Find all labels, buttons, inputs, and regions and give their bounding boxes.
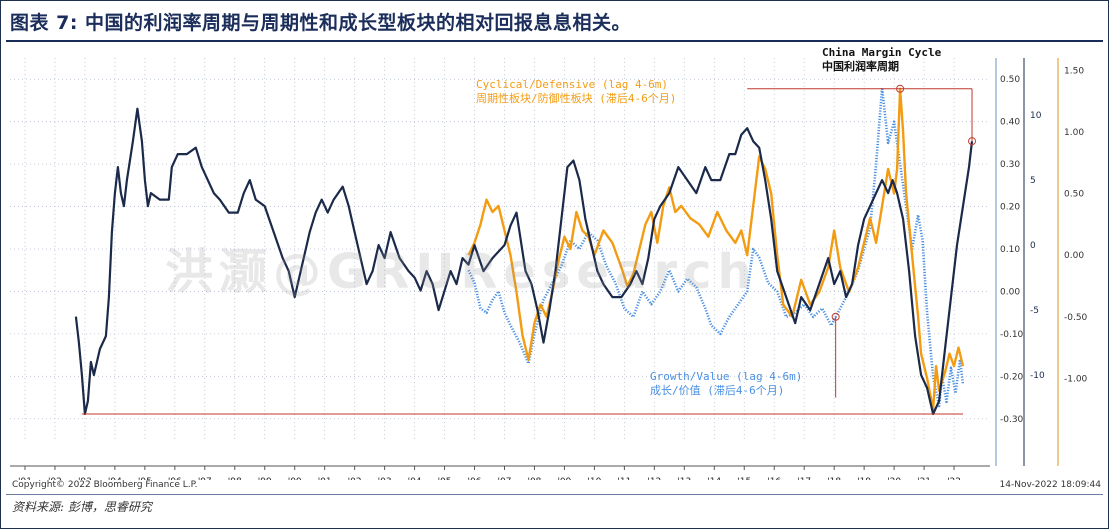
- x-tick-label: '93: [78, 477, 92, 480]
- inner-axis-tick-label: 0.50: [1000, 75, 1020, 85]
- x-tick-label: '00: [288, 477, 302, 480]
- x-tick-label: '09: [557, 477, 571, 480]
- mid-point-marker: [831, 312, 840, 321]
- series-line-cyclical-defensive: [467, 87, 965, 411]
- x-tick-label: '98: [228, 477, 242, 480]
- x-tick-label: '91: [18, 477, 32, 480]
- x-tick-label: '16: [767, 477, 781, 480]
- x-tick-label: '95: [138, 477, 152, 480]
- x-tick-label: '03: [378, 477, 392, 480]
- x-tick-label: '08: [527, 477, 541, 480]
- peak-point-marker: [896, 84, 905, 93]
- x-tick-label: '07: [498, 477, 512, 480]
- footer-divider: [6, 494, 1103, 495]
- cyclical-annotation-line-1: Cyclical/Defensive (lag 4-6m): [476, 78, 668, 91]
- inner-axis-tick-label: 0.20: [1000, 203, 1020, 213]
- margin-annotation-line-2: 中国利润率周期: [822, 59, 899, 73]
- x-tick-label: '05: [438, 477, 452, 480]
- x-tick-label: '10: [587, 477, 601, 480]
- timestamp-text: 14-Nov-2022 18:09:44: [999, 480, 1101, 490]
- x-tick-label: '18: [827, 477, 841, 480]
- middle-axis-tick-label: 10: [1030, 111, 1042, 121]
- x-tick-label: '14: [707, 477, 721, 480]
- outer-axis-tick-label: 1.50: [1064, 66, 1084, 76]
- copyright-text: Copyright© 2022 Bloomberg Finance L.P.: [12, 480, 198, 490]
- x-tick-label: '21: [917, 477, 931, 480]
- growth-annotation-line-2: 成长/价值 (滞后4-6个月): [650, 384, 784, 397]
- series-line-growth-value: [467, 86, 965, 408]
- x-tick-label: '04: [408, 477, 422, 480]
- inner-axis-tick-label: 0.30: [1000, 160, 1020, 170]
- outer-axis-tick-label: -1.00: [1064, 374, 1088, 384]
- latest-point-marker: [968, 137, 977, 146]
- inner-axis-tick-label: -0.20: [1000, 372, 1024, 382]
- margin-annotation-line-1: China Margin Cycle: [822, 46, 942, 59]
- middle-axis-tick-label: 5: [1030, 176, 1036, 186]
- x-tick-label: '13: [677, 477, 691, 480]
- growth-annotation-line-1: Growth/Value (lag 4-6m): [650, 370, 802, 383]
- series-line-margin-cycle: [74, 107, 974, 416]
- x-tick-label: '97: [198, 477, 212, 480]
- x-tick-label: '96: [168, 477, 182, 480]
- inner-axis-tick-label: 0.40: [1000, 118, 1020, 128]
- middle-axis-tick-label: -5: [1030, 306, 1039, 316]
- margin-cycle-chart: '91 '92 '93 '94 '95 '96 '97 '98 '99 '00 '01 '02 '03 '…: [10, 46, 1088, 480]
- inner-axis-tick-label: -0.10: [1000, 330, 1024, 340]
- x-tick-label: '19: [857, 477, 871, 480]
- outer-axis-tick-label: 1.00: [1064, 128, 1084, 138]
- x-tick-label: '06: [468, 477, 482, 480]
- x-tick-label: '11: [617, 477, 631, 480]
- outer-axis-tick-label: -0.50: [1064, 313, 1088, 323]
- x-tick-label: '94: [108, 477, 122, 480]
- outer-axis-tick-label: 0.00: [1064, 251, 1084, 261]
- x-tick-label: '15: [737, 477, 751, 480]
- x-tick-label: '01: [318, 477, 332, 480]
- middle-axis-tick-label: -10: [1030, 371, 1045, 381]
- middle-axis-tick-label: 0: [1030, 241, 1036, 251]
- x-tick-label: '99: [258, 477, 272, 480]
- x-tick-label: '12: [647, 477, 661, 480]
- cyclical-annotation-line-2: 周期性板块/防御性板块 (滞后4-6个月): [476, 91, 676, 105]
- x-tick-label: '02: [348, 477, 362, 480]
- inner-axis-tick-label: 0.10: [1000, 245, 1020, 255]
- title-divider: [6, 40, 1103, 42]
- x-tick-label: '22: [947, 477, 961, 480]
- x-tick-label: '20: [887, 477, 901, 480]
- inner-axis-tick-label: 0.00: [1000, 287, 1020, 297]
- page-title: 图表 7: 中国的利润率周期与周期性和成长型板块的相对回报息息相关。: [10, 12, 632, 34]
- inner-axis-tick-label: -0.30: [1000, 415, 1024, 425]
- source-note: 资料来源: 彭博，思睿研究: [12, 500, 152, 514]
- x-tick-label: '17: [797, 477, 811, 480]
- outer-axis-tick-label: 0.50: [1064, 190, 1084, 200]
- x-tick-label: '92: [48, 477, 62, 480]
